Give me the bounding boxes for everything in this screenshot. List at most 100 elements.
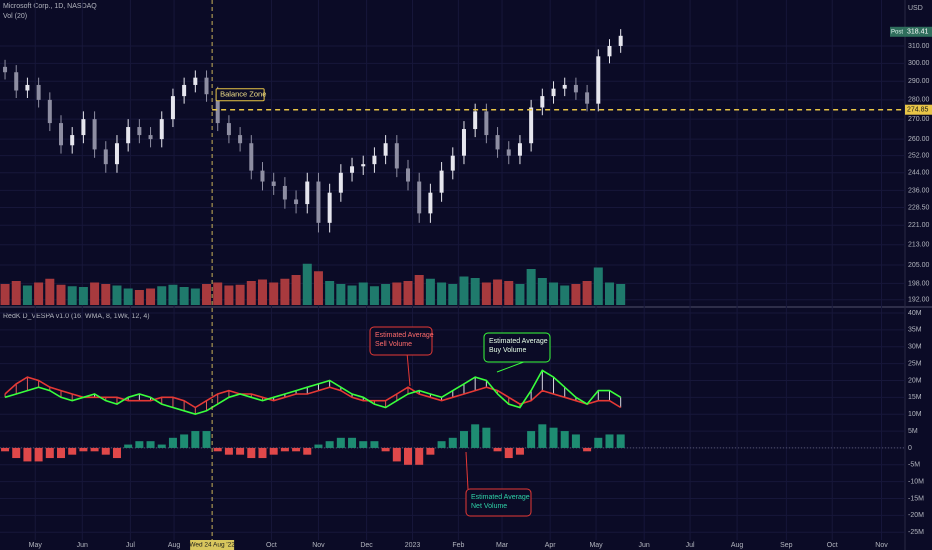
y-tick-label: 192.00: [908, 297, 930, 304]
net-volume-bar: [325, 441, 334, 448]
candle-body: [618, 35, 623, 46]
net-volume-bar: [247, 447, 256, 459]
net-volume-bar: [314, 444, 323, 448]
y-tick-label: 244.00: [908, 170, 930, 177]
candle-body: [114, 143, 119, 165]
indicator-title: RedK D_VESPA v1.0 (16, WMA, 8, 1Wk, 12, …: [3, 313, 150, 320]
net-volume-bar: [493, 447, 502, 452]
y-tick-label: 40M: [908, 310, 922, 317]
annotation-connector: [406, 354, 411, 387]
candle-body: [428, 192, 433, 214]
y-tick-label: 205.00: [908, 262, 930, 269]
volume-bar: [515, 284, 525, 305]
net-volume-bar: [437, 441, 446, 448]
volume-bar: [470, 278, 480, 305]
candle-body: [394, 143, 399, 169]
chart-title: Microsoft Corp., 1D, NASDAQ: [3, 3, 97, 10]
candle-body: [294, 199, 299, 205]
crosshair-label-box: [190, 540, 235, 550]
volume-bar: [582, 281, 592, 305]
y-tick-label: 221.00: [908, 222, 930, 229]
net-volume-bar: [348, 437, 357, 448]
x-tick-label: Mar: [496, 542, 509, 549]
y-tick-label: 252.00: [908, 153, 930, 160]
net-volume-bar: [146, 441, 155, 448]
y-tick-label: 20M: [908, 377, 922, 384]
candle-body: [126, 127, 131, 144]
volume-bar: [593, 267, 603, 305]
candle-body: [473, 111, 478, 130]
candle-body: [517, 143, 522, 156]
annotation-text: Estimated Average: [375, 332, 434, 339]
balance-zone-tag: [905, 104, 932, 115]
volume-bar: [11, 281, 21, 305]
net-volume-bar: [381, 447, 390, 452]
y-tick-label: 25M: [908, 360, 922, 367]
candle-body: [81, 119, 86, 136]
candle-body: [361, 164, 366, 167]
y-tick-label: -20M: [908, 512, 924, 519]
net-volume-bar: [180, 434, 189, 448]
series-line: [4, 369, 622, 416]
volume-bar: [34, 282, 44, 305]
net-volume-bar: [482, 427, 491, 448]
candle-body: [70, 135, 75, 146]
x-tick-label: Dec: [360, 542, 373, 549]
candle-body: [461, 129, 466, 156]
volume-bar: [134, 290, 144, 305]
candle-body: [204, 77, 209, 95]
x-tick-label: Aug: [168, 542, 181, 549]
crosshair-label: Wed 24 Aug '22: [189, 542, 235, 549]
volume-bar: [246, 281, 256, 305]
net-volume-bar: [224, 447, 233, 455]
candle-body: [439, 170, 444, 193]
net-volume-bar: [583, 447, 592, 452]
net-volume-bar: [57, 447, 66, 459]
candle-body: [260, 170, 265, 182]
volume-bar: [123, 288, 133, 305]
net-volume-bar: [303, 447, 312, 455]
candle-body: [506, 149, 511, 156]
y-tick-label: 15M: [908, 394, 922, 401]
y-tick-label: -10M: [908, 479, 924, 486]
candle-body: [540, 96, 545, 108]
net-volume-bar: [292, 447, 301, 452]
candle-body: [350, 166, 355, 173]
net-volume-bar: [471, 424, 480, 448]
volume-bar: [437, 282, 447, 305]
x-tick-label: Apr: [545, 542, 557, 549]
candle-body: [417, 181, 422, 214]
net-volume-bar: [258, 447, 267, 459]
net-volume-bar: [90, 447, 99, 452]
volume-bar: [291, 275, 301, 305]
net-volume-bar: [213, 447, 222, 452]
volume-bar: [381, 284, 391, 305]
volume-bar: [0, 284, 10, 305]
net-volume-bar: [448, 437, 457, 448]
volume-bar: [56, 284, 66, 305]
net-volume-bar: [370, 441, 379, 448]
annotation-box: [483, 332, 551, 363]
net-volume-bar: [392, 447, 401, 462]
net-volume-bar: [23, 447, 32, 462]
currency: USD: [908, 5, 923, 12]
volume-bar: [90, 282, 100, 305]
annotation-text: Net Volume: [471, 503, 507, 510]
candle-body: [585, 92, 590, 104]
volume-bar: [190, 288, 200, 305]
candle-body: [607, 45, 612, 57]
volume-bar: [369, 286, 379, 305]
net-volume-bar: [336, 437, 345, 448]
candle-body: [484, 111, 489, 136]
volume-bar: [280, 278, 290, 305]
y-tick-label: 30M: [908, 344, 922, 351]
volume-bar: [526, 269, 536, 305]
balance-zone-value: 274.85: [907, 107, 929, 114]
candle-body: [406, 168, 411, 182]
y-tick-label: 228.50: [908, 204, 930, 211]
volume-bar: [414, 275, 424, 305]
candle-body: [495, 135, 500, 150]
x-tick-label: Aug: [731, 542, 744, 549]
candle-body: [14, 72, 19, 91]
volume-bar: [78, 287, 88, 305]
